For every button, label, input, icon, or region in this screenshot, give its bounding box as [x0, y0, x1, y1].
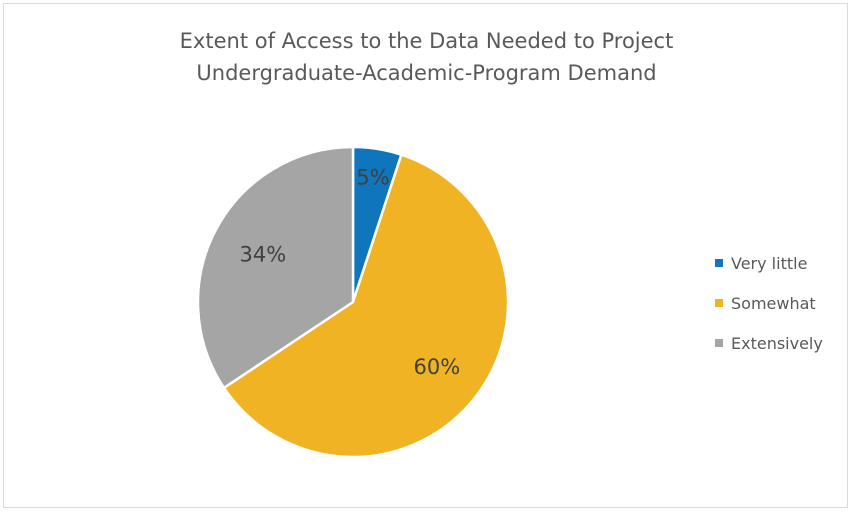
data-label-somewhat: 60%	[414, 355, 461, 379]
legend: Very little Somewhat Extensively	[715, 254, 823, 353]
chart-title: Extent of Access to the Data Needed to P…	[0, 25, 853, 89]
legend-swatch-extensively	[715, 339, 723, 347]
pie-slice-extensively	[196, 145, 355, 390]
data-label-extensively: 34%	[239, 243, 286, 267]
pie-slices	[196, 145, 510, 459]
legend-label-extensively: Extensively	[731, 334, 823, 353]
legend-label-somewhat: Somewhat	[731, 294, 816, 313]
legend-swatch-somewhat	[715, 299, 723, 307]
legend-label-very-little: Very little	[731, 254, 807, 273]
data-label-very-little: 5%	[356, 165, 389, 189]
chart-title-line-2: Undergraduate-Academic-Program Demand	[196, 61, 657, 85]
pie-slice-somewhat	[222, 153, 510, 459]
chart-title-line-1: Extent of Access to the Data Needed to P…	[179, 29, 674, 53]
legend-swatch-very-little	[715, 259, 723, 267]
data-labels: 5% 60% 34%	[239, 165, 460, 378]
